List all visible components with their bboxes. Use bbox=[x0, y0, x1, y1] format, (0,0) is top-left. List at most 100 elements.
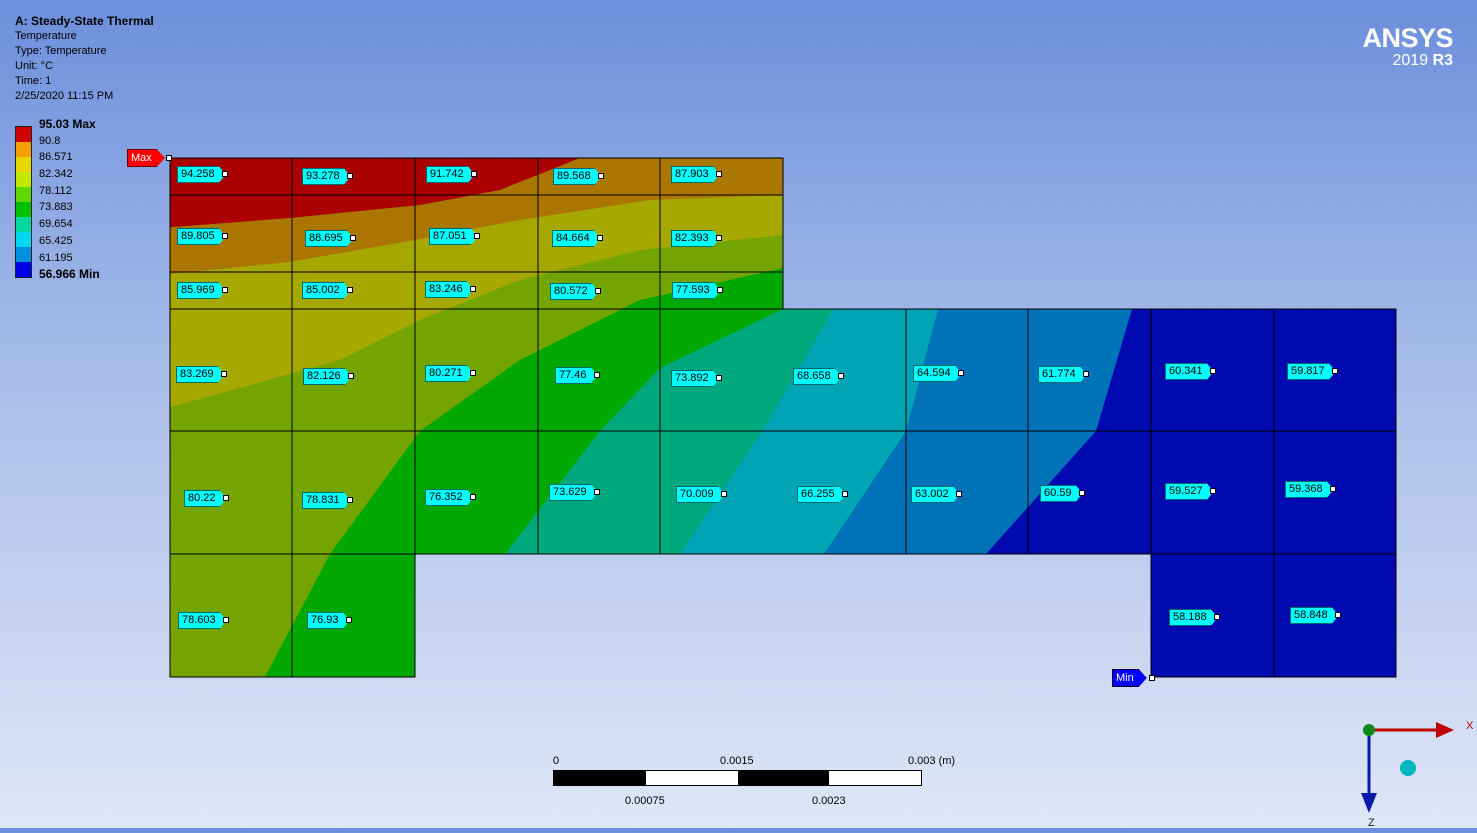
legend-band bbox=[16, 142, 31, 157]
x-axis-label: X bbox=[1466, 720, 1474, 732]
probe-label[interactable]: 80.572 bbox=[550, 283, 599, 300]
probe-label[interactable]: 59.527 bbox=[1165, 483, 1214, 500]
probe-anchor bbox=[1209, 368, 1216, 374]
probe-anchor bbox=[345, 617, 352, 623]
result-quantity: Temperature bbox=[15, 30, 77, 42]
legend-level: 61.195 bbox=[39, 251, 73, 264]
min-marker[interactable]: Min bbox=[1112, 669, 1147, 687]
legend-level: 65.425 bbox=[39, 234, 73, 247]
probe-anchor bbox=[716, 287, 723, 293]
probe-anchor bbox=[594, 288, 601, 294]
probe-label[interactable]: 73.629 bbox=[549, 484, 598, 501]
probe-label[interactable]: 66.255 bbox=[797, 486, 846, 503]
legend-band bbox=[16, 247, 31, 262]
probe-anchor bbox=[346, 173, 353, 179]
probe-label[interactable]: 80.22 bbox=[184, 490, 227, 507]
contour-band bbox=[170, 158, 600, 228]
y-axis-indicator bbox=[1363, 724, 1375, 736]
legend-band bbox=[16, 232, 31, 247]
probe-anchor bbox=[1213, 614, 1220, 620]
probe-anchor bbox=[720, 491, 727, 497]
probe-label[interactable]: 82.393 bbox=[671, 230, 720, 247]
probe-anchor bbox=[593, 489, 600, 495]
probe-label[interactable]: 89.568 bbox=[553, 168, 602, 185]
result-type: Type: Temperature bbox=[15, 45, 107, 57]
probe-anchor bbox=[715, 235, 722, 241]
probe-label[interactable]: 89.805 bbox=[177, 228, 226, 245]
legend-band bbox=[16, 187, 31, 202]
scale-label: 0.0023 bbox=[812, 795, 846, 807]
scale-bar-graphic bbox=[553, 770, 922, 786]
brand-version: 2019 bbox=[1392, 52, 1429, 69]
result-info: A: Steady-State Thermal Temperature Type… bbox=[15, 14, 154, 104]
probe-anchor bbox=[346, 497, 353, 503]
probe-label[interactable]: 77.46 bbox=[555, 367, 598, 384]
probe-label[interactable]: 60.341 bbox=[1165, 363, 1214, 380]
probe-anchor bbox=[957, 370, 964, 376]
result-time: Time: 1 bbox=[15, 75, 52, 87]
probe-label[interactable]: 59.817 bbox=[1287, 363, 1336, 380]
legend-min: 56.966 Min bbox=[39, 267, 100, 282]
probe-label[interactable]: 88.695 bbox=[305, 230, 354, 247]
probe-label[interactable]: 64.594 bbox=[913, 365, 962, 382]
legend-level: 78.112 bbox=[39, 184, 72, 197]
probe-label[interactable]: 77.593 bbox=[672, 282, 721, 299]
legend-band bbox=[16, 157, 31, 172]
axis-triad[interactable]: X Z bbox=[1350, 715, 1475, 829]
probe-label[interactable]: 94.258 bbox=[177, 166, 226, 183]
probe-anchor bbox=[347, 373, 354, 379]
legend-band bbox=[16, 127, 31, 142]
probe-label[interactable]: 63.002 bbox=[911, 486, 960, 503]
probe-anchor bbox=[1209, 488, 1216, 494]
probe-anchor bbox=[593, 372, 600, 378]
legend-level: 86.571 bbox=[39, 151, 73, 164]
probe-label[interactable]: 76.93 bbox=[307, 612, 350, 629]
probe-label[interactable]: 80.271 bbox=[425, 365, 474, 382]
legend-color-bar bbox=[15, 126, 32, 278]
legend-level: 90.8 bbox=[39, 134, 61, 147]
probe-label[interactable]: 58.848 bbox=[1290, 607, 1339, 624]
probe-anchor bbox=[597, 173, 604, 179]
probe-label[interactable]: 91.742 bbox=[426, 166, 475, 183]
probe-label[interactable]: 78.831 bbox=[302, 492, 351, 509]
probe-label[interactable]: 93.278 bbox=[302, 168, 351, 185]
probe-anchor bbox=[222, 617, 229, 623]
probe-label[interactable]: 85.969 bbox=[177, 282, 226, 299]
probe-label[interactable]: 73.892 bbox=[671, 370, 720, 387]
probe-label[interactable]: 84.664 bbox=[552, 230, 601, 247]
probe-label[interactable]: 59.368 bbox=[1285, 481, 1334, 498]
analysis-title: A: Steady-State Thermal bbox=[15, 14, 154, 28]
probe-label[interactable]: 87.051 bbox=[429, 228, 478, 245]
probe-label[interactable]: 68.658 bbox=[793, 368, 842, 385]
probe-anchor bbox=[469, 286, 476, 292]
mesh-lines bbox=[169, 157, 1397, 678]
probe-label[interactable]: 58.188 bbox=[1169, 609, 1218, 626]
probe-label[interactable]: 82.126 bbox=[303, 368, 352, 385]
probe-anchor bbox=[222, 495, 229, 501]
iso-view-ball[interactable] bbox=[1400, 760, 1416, 776]
probe-anchor bbox=[1082, 371, 1089, 377]
probe-anchor bbox=[837, 373, 844, 379]
probe-label[interactable]: 87.903 bbox=[671, 166, 720, 183]
probe-label[interactable]: 60.59 bbox=[1040, 485, 1083, 502]
probe-label[interactable]: 61.774 bbox=[1038, 366, 1087, 383]
probe-label[interactable]: 76.352 bbox=[425, 489, 474, 506]
legend-band bbox=[16, 202, 31, 217]
probe-label[interactable]: 78.603 bbox=[178, 612, 227, 629]
legend-level: 82.342 bbox=[39, 168, 73, 181]
legend-band bbox=[16, 217, 31, 232]
probe-label[interactable]: 83.269 bbox=[176, 366, 225, 383]
probe-label[interactable]: 83.246 bbox=[425, 281, 474, 298]
max-marker[interactable]: Max bbox=[127, 149, 165, 167]
min-marker-dot bbox=[1149, 675, 1155, 681]
probe-anchor bbox=[1329, 486, 1336, 492]
x-axis-arrowhead bbox=[1436, 722, 1454, 738]
probe-anchor bbox=[469, 370, 476, 376]
probe-label[interactable]: 85.002 bbox=[302, 282, 351, 299]
probe-anchor bbox=[469, 494, 476, 500]
z-axis-arrowhead bbox=[1361, 793, 1377, 813]
probe-label[interactable]: 70.009 bbox=[676, 486, 725, 503]
probe-anchor bbox=[596, 235, 603, 241]
scale-label: 0.00075 bbox=[625, 795, 665, 807]
